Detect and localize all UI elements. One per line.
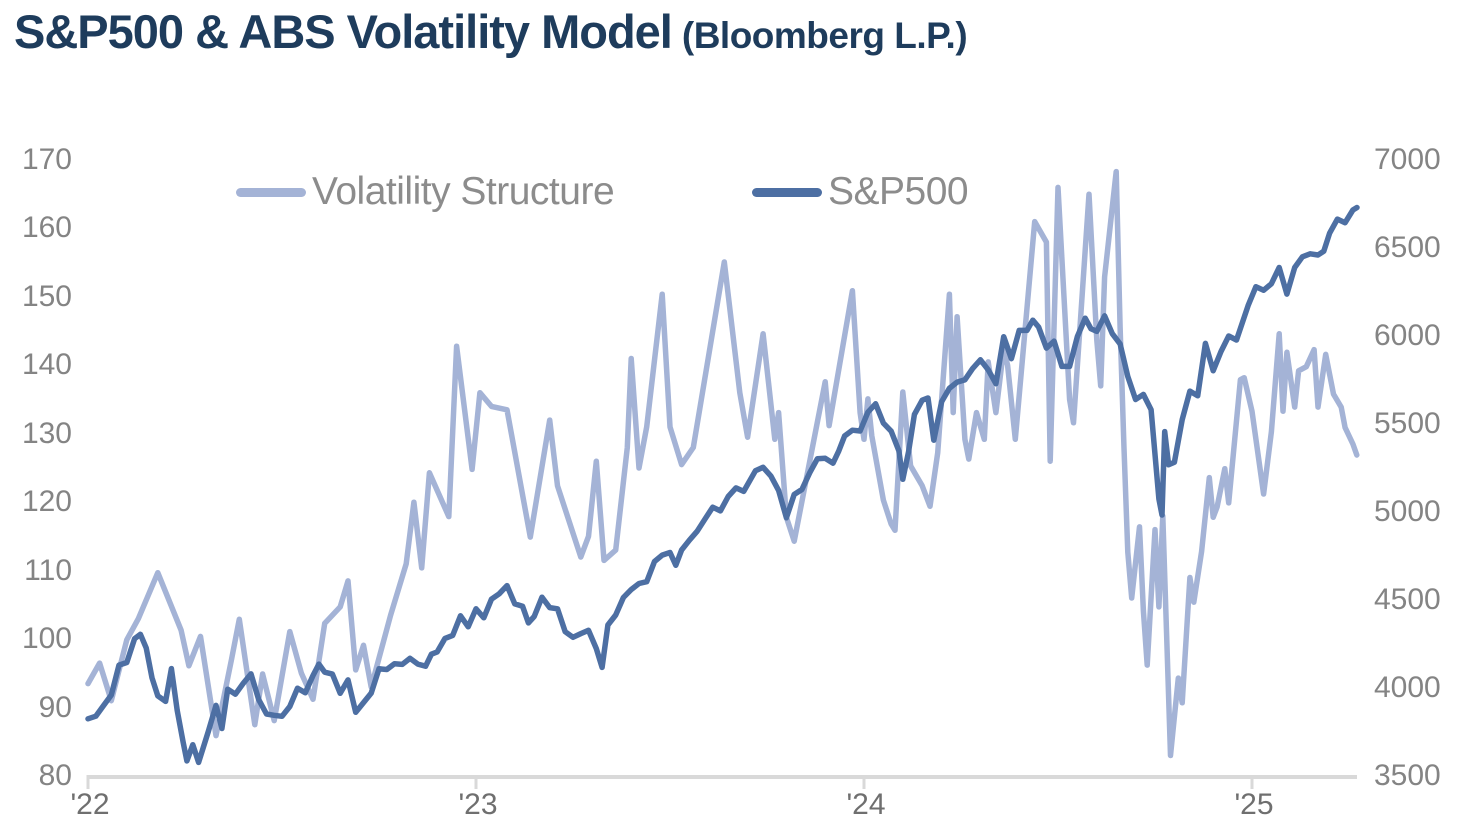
chart-title: S&P500 & ABS Volatility Model (Bloomberg … <box>14 4 968 59</box>
sp500-legend-label: S&P500 <box>828 170 969 213</box>
left-axis-tick-label: 110 <box>24 553 72 587</box>
x-axis-tick-label: '24 <box>846 788 886 821</box>
chart-title-source: (Bloomberg L.P.) <box>681 15 968 56</box>
right-axis-tick-label: 4000 <box>1374 671 1441 704</box>
legend-item-sp500: S&P500 <box>752 170 969 213</box>
left-axis-tick-label: 100 <box>21 622 72 656</box>
volatility-legend-swatch <box>236 187 306 197</box>
volatility-legend-label: Volatility Structure <box>312 170 615 213</box>
sp500-legend-swatch <box>752 187 822 197</box>
left-axis-tick-label: 170 <box>21 143 72 176</box>
x-axis-tick-label: '22 <box>70 788 110 821</box>
right-axis-tick-label: 5000 <box>1374 495 1441 528</box>
right-axis-tick-label: 6000 <box>1374 319 1441 352</box>
left-axis-tick-label: 90 <box>38 690 72 724</box>
left-axis-tick-label: 140 <box>21 348 72 382</box>
right-axis-tick-label: 5500 <box>1374 407 1441 440</box>
sp500-line <box>85 204 1360 766</box>
right-axis-tick-label: 3500 <box>1374 759 1441 792</box>
left-axis-tick-label: 150 <box>21 279 72 313</box>
right-axis-tick-label: 6500 <box>1374 231 1441 264</box>
left-axis-tick-label: 120 <box>21 485 72 519</box>
left-axis-tick-label: 80 <box>38 759 72 792</box>
x-axis-tick-label: '25 <box>1234 788 1274 821</box>
chart-title-main: S&P500 & ABS Volatility Model <box>14 5 673 58</box>
x-axis-ticks <box>86 775 1254 789</box>
x-axis-tick-label: '23 <box>458 788 498 821</box>
left-axis-tick-label: 130 <box>21 416 72 450</box>
legend-item-volatility: Volatility Structure <box>236 170 615 213</box>
left-axis-tick-label: 160 <box>21 211 72 245</box>
right-axis-tick-label: 7000 <box>1374 143 1441 176</box>
volatility-structure-line <box>85 168 1360 759</box>
right-axis-tick-label: 4500 <box>1374 583 1441 616</box>
